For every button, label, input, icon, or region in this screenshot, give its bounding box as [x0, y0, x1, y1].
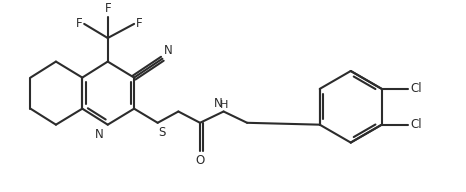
- Text: N: N: [164, 44, 173, 57]
- Text: N: N: [95, 128, 104, 142]
- Text: H: H: [219, 100, 228, 110]
- Text: S: S: [158, 126, 166, 139]
- Text: O: O: [195, 154, 205, 167]
- Text: Cl: Cl: [410, 82, 422, 95]
- Text: F: F: [104, 2, 111, 15]
- Text: F: F: [136, 17, 143, 30]
- Text: Cl: Cl: [410, 118, 422, 131]
- Text: N: N: [213, 97, 222, 110]
- Text: F: F: [75, 17, 82, 30]
